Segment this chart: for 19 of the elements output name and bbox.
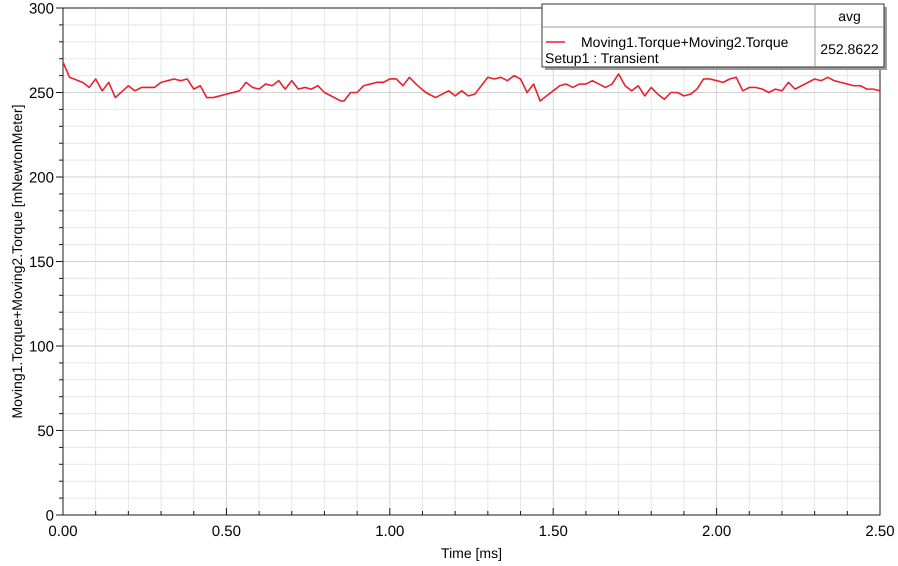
annotation: 252.8622 — [820, 41, 879, 57]
y-tick-label: 200 — [28, 169, 54, 186]
y-axis-title: Moving1.Torque+Moving2.Torque [mNewtonMeter] — [9, 104, 25, 418]
x-tick-label: 0.50 — [212, 523, 241, 540]
y-tick-label: 0 — [46, 507, 54, 524]
x-axis-title: Time [ms] — [441, 545, 502, 561]
x-tick-label: 2.50 — [865, 523, 895, 540]
y-tick-label: 50 — [37, 422, 54, 440]
annotation: Setup1 : Transient — [545, 50, 659, 66]
legend-label: Moving1.Torque+Moving2.Torque — [581, 34, 789, 50]
x-tick-label: 1.50 — [538, 523, 568, 540]
y-tick-label: 150 — [28, 254, 54, 271]
y-tick-label: 250 — [28, 84, 54, 102]
x-tick-label: 2.00 — [702, 523, 732, 540]
y-tick-label: 100 — [28, 338, 54, 356]
y-tick-label: 300 — [28, 0, 54, 18]
annotation: avg — [838, 8, 861, 24]
x-tick-label: 0.00 — [48, 523, 78, 540]
x-tick-label: 1.00 — [375, 523, 404, 540]
